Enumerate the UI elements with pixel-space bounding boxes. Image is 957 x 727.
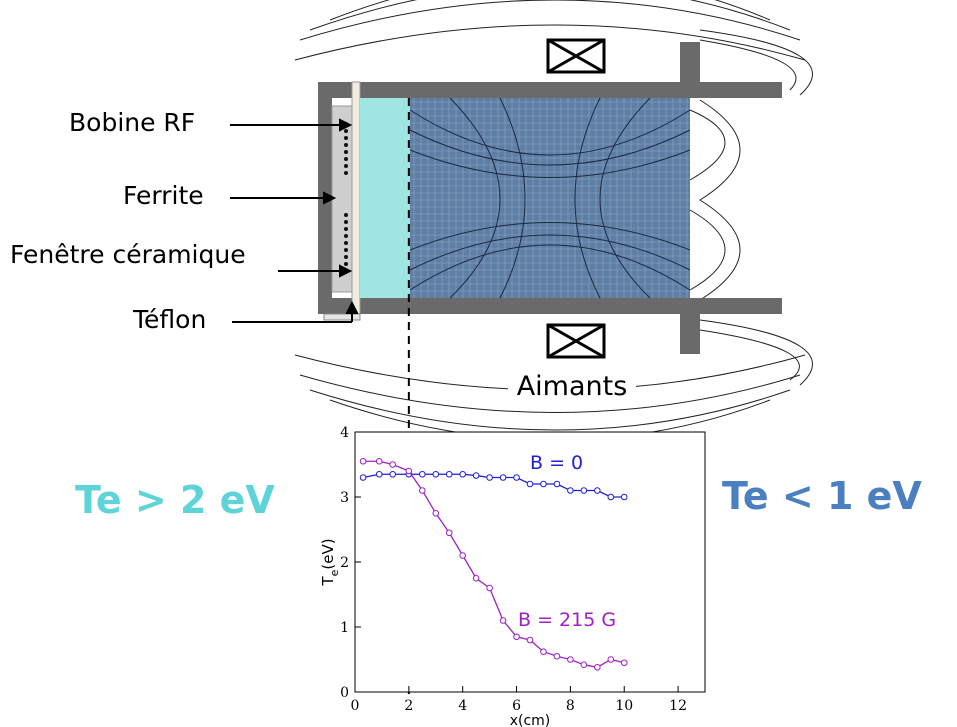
svg-text:Te(eV): Te(eV) bbox=[319, 538, 341, 586]
series-point-1 bbox=[375, 457, 383, 465]
series-point-1 bbox=[607, 656, 615, 663]
x-axis-label: x(cm) bbox=[510, 713, 551, 727]
x-tick-label: 2 bbox=[404, 698, 413, 714]
series-label-b0: B = 0 bbox=[530, 452, 583, 474]
series-point-1 bbox=[513, 633, 520, 641]
label-teflon: Téflon bbox=[133, 305, 207, 334]
series-point-1 bbox=[594, 664, 601, 671]
region-label-right: Te < 1 eV bbox=[722, 474, 922, 518]
top-magnet bbox=[546, 38, 606, 74]
y-tick-label: 1 bbox=[340, 620, 349, 636]
series-point-1 bbox=[526, 636, 534, 644]
series-point-1 bbox=[459, 552, 466, 559]
plasma-field-lines bbox=[409, 97, 691, 299]
series-point-0 bbox=[594, 487, 601, 494]
y-tick-label: 3 bbox=[340, 490, 349, 506]
series-point-1 bbox=[553, 652, 561, 660]
series-point-1 bbox=[472, 574, 480, 582]
series-point-1 bbox=[499, 617, 507, 624]
series-point-1 bbox=[419, 487, 426, 494]
y-axis-label: Te(eV) bbox=[319, 538, 341, 586]
series-point-0 bbox=[553, 480, 561, 488]
series-point-0 bbox=[620, 493, 628, 501]
series-point-0 bbox=[432, 470, 440, 478]
series-point-1 bbox=[445, 529, 453, 537]
bottom-magnet bbox=[546, 323, 606, 359]
y-tick-label: 2 bbox=[340, 555, 349, 571]
series-point-0 bbox=[359, 474, 367, 481]
y-tick-label: 4 bbox=[340, 425, 349, 441]
y-ticks: 0 1 2 3 4 bbox=[340, 425, 361, 701]
x-tick-label: 4 bbox=[458, 698, 467, 714]
series-point-0 bbox=[567, 487, 574, 494]
series-point-0 bbox=[513, 474, 520, 481]
y-tick-label: 0 bbox=[340, 685, 349, 701]
series-point-0 bbox=[540, 480, 547, 488]
series-point-1 bbox=[389, 461, 396, 468]
series-label-b215: B = 215 G bbox=[518, 609, 616, 631]
series-point-0 bbox=[389, 470, 396, 478]
series-point-1 bbox=[405, 467, 413, 475]
plot-frame bbox=[354, 431, 706, 693]
region-label-left: Te > 2 eV bbox=[75, 478, 275, 522]
x-tick-label: 6 bbox=[512, 698, 521, 714]
series-point-0 bbox=[459, 470, 466, 478]
x-tick-label: 12 bbox=[669, 698, 687, 714]
series-point-0 bbox=[486, 474, 493, 481]
label-fenetre-ceramique: Fenêtre céramique bbox=[10, 240, 246, 269]
series-point-0 bbox=[526, 480, 534, 488]
label-aimants: Aimants bbox=[508, 366, 636, 408]
series-point-0 bbox=[445, 470, 453, 478]
x-tick-label: 10 bbox=[615, 698, 633, 714]
series-point-1 bbox=[620, 659, 628, 667]
series-point-1 bbox=[580, 661, 588, 669]
label-arrows bbox=[230, 118, 359, 323]
series-point-1 bbox=[486, 584, 493, 592]
series-point-0 bbox=[472, 472, 480, 479]
series-point-1 bbox=[567, 656, 574, 663]
chamber bbox=[318, 42, 782, 354]
x-tick-label: 8 bbox=[566, 698, 575, 714]
series-group bbox=[359, 457, 628, 671]
series-point-0 bbox=[580, 487, 588, 494]
series-point-1 bbox=[359, 457, 367, 465]
field-lines bbox=[294, 0, 813, 441]
series-point-0 bbox=[419, 470, 426, 478]
series-point-1 bbox=[540, 648, 547, 656]
series-point-1 bbox=[432, 509, 440, 517]
series-point-0 bbox=[375, 470, 383, 478]
series-point-0 bbox=[499, 474, 507, 481]
x-ticks: 0 2 4 6 8 10 12 bbox=[351, 686, 687, 714]
x-tick-label: 0 bbox=[351, 698, 360, 714]
series-point-0 bbox=[607, 493, 615, 501]
label-ferrite: Ferrite bbox=[123, 181, 204, 210]
label-bobine-rf: Bobine RF bbox=[69, 108, 196, 137]
